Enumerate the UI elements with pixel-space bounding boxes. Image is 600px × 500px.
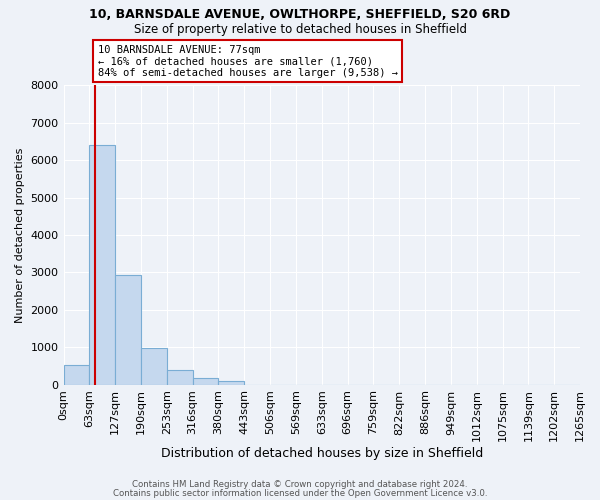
Bar <box>89 145 115 384</box>
Bar <box>141 348 167 384</box>
Bar <box>115 276 141 384</box>
Bar <box>64 365 89 384</box>
X-axis label: Distribution of detached houses by size in Sheffield: Distribution of detached houses by size … <box>161 447 483 460</box>
Text: Size of property relative to detached houses in Sheffield: Size of property relative to detached ho… <box>133 22 467 36</box>
Bar <box>218 382 244 384</box>
Text: Contains HM Land Registry data © Crown copyright and database right 2024.: Contains HM Land Registry data © Crown c… <box>132 480 468 489</box>
Text: Contains public sector information licensed under the Open Government Licence v3: Contains public sector information licen… <box>113 489 487 498</box>
Bar <box>193 378 218 384</box>
Y-axis label: Number of detached properties: Number of detached properties <box>15 148 25 322</box>
Text: 10, BARNSDALE AVENUE, OWLTHORPE, SHEFFIELD, S20 6RD: 10, BARNSDALE AVENUE, OWLTHORPE, SHEFFIE… <box>89 8 511 20</box>
Bar <box>167 370 193 384</box>
Text: 10 BARNSDALE AVENUE: 77sqm
← 16% of detached houses are smaller (1,760)
84% of s: 10 BARNSDALE AVENUE: 77sqm ← 16% of deta… <box>98 44 398 78</box>
